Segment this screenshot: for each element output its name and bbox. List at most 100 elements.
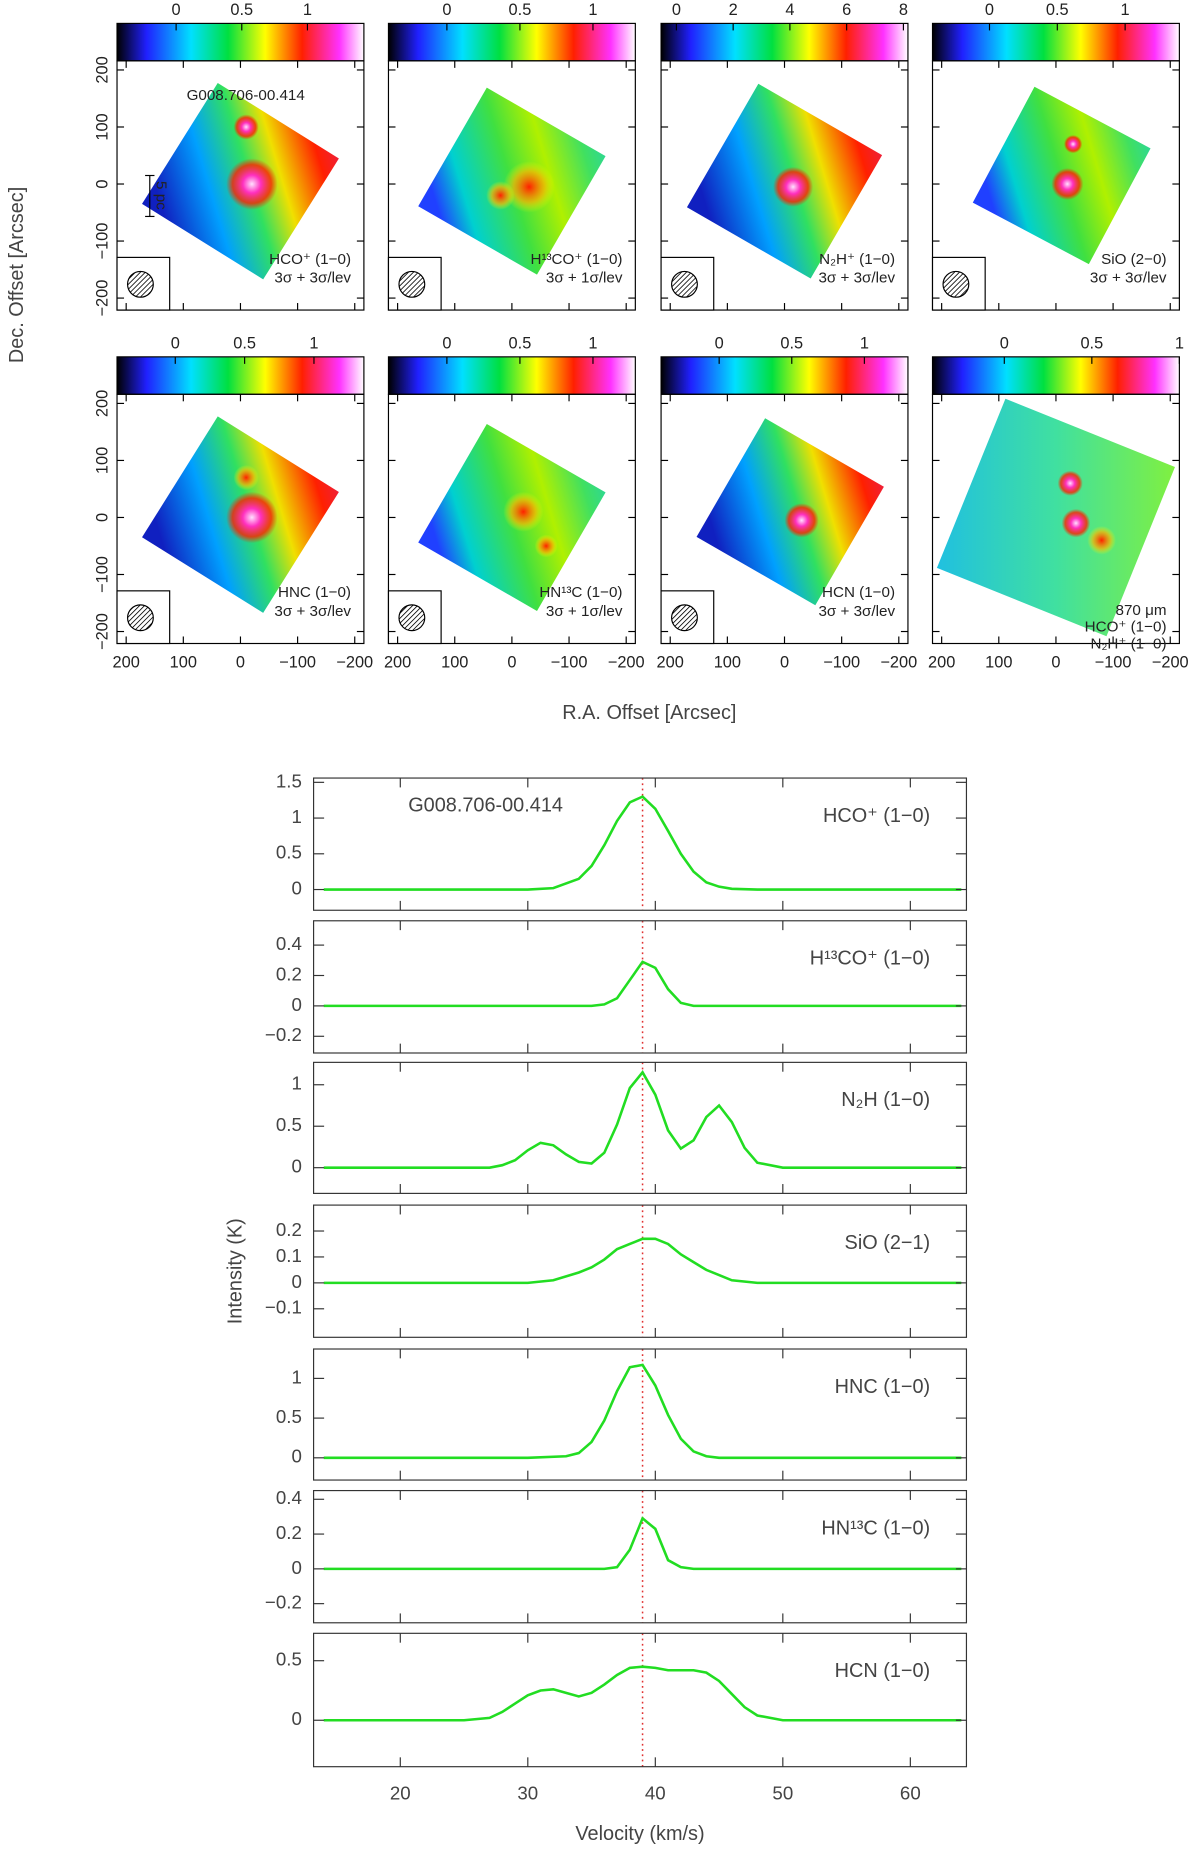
y-tick-label: 0 <box>291 1557 301 1578</box>
x-axis-label: Velocity (km/s) <box>575 1823 704 1845</box>
x-tick-label: 100 <box>714 654 741 672</box>
map-peak <box>233 464 259 491</box>
y-tick-label: 0.5 <box>276 842 302 863</box>
map-peak <box>233 114 259 140</box>
beam <box>671 604 698 632</box>
plot-area <box>323 1633 962 1767</box>
y-tick-label: 0.5 <box>276 1406 302 1427</box>
x-tick-label: −100 <box>279 654 316 672</box>
spectrum-panel: 0 0.5 20 30 40 50 60 HCN (1−0) Velocity (km/s) <box>276 1632 968 1845</box>
colorbar <box>660 356 909 395</box>
y-tick-label: −0.2 <box>265 1024 302 1045</box>
colorbar-tick-label: 1 <box>588 1 597 19</box>
map-label: 870 μm <box>1116 602 1167 619</box>
colorbar-tick-label: 8 <box>899 1 908 19</box>
map-peak <box>773 166 814 207</box>
x-tick-label: 50 <box>772 1783 793 1804</box>
fit-line <box>323 795 962 891</box>
x-tick-label: 40 <box>645 1783 666 1804</box>
map-label: 3σ + 3σ/lev <box>1090 269 1167 286</box>
map-label: H¹³CO⁺ (1−0) <box>530 251 622 268</box>
map-label: 3σ + 3σ/lev <box>274 603 351 620</box>
panel-frame <box>312 920 968 1054</box>
plot-area <box>323 920 962 1053</box>
map-image <box>142 82 339 280</box>
map-panel: 0 0.5 1 200 100 0 −100 −200 HN¹³C (1−0) 3σ + 1σ/l… <box>384 334 645 671</box>
colorbar-tick-label: 0.5 <box>233 334 256 352</box>
y-tick-label: 0 <box>291 1446 301 1467</box>
x-tick-label: −200 <box>1152 654 1189 672</box>
line-label: N₂H (1−0) <box>841 1089 930 1111</box>
colorbar-tick-label: 1 <box>860 334 869 352</box>
map-peak <box>1057 470 1083 496</box>
map-label: HN¹³C (1−0) <box>539 584 622 601</box>
y-tick-label: 0.5 <box>276 1114 302 1135</box>
scale-bar-label: 5 pc <box>152 181 169 210</box>
panel-frame <box>312 1204 968 1338</box>
map-label: HCO⁺ (1−0) <box>1085 619 1167 636</box>
map-label: HNC (1−0) <box>278 584 351 601</box>
x-tick-label: −200 <box>608 654 645 672</box>
line-label: H¹³CO⁺ (1−0) <box>810 948 930 970</box>
colorbar-tick-label: 0 <box>442 334 451 352</box>
beam <box>398 270 426 298</box>
x-tick-label: 0 <box>507 654 516 672</box>
colorbar-tick-label: 1 <box>1121 1 1130 19</box>
panel-frame <box>312 1061 968 1194</box>
x-tick-label: 100 <box>441 654 468 672</box>
colorbar-tick-label: 0.5 <box>780 334 803 352</box>
fit-line <box>323 1363 962 1460</box>
colorbar-tick-label: 1 <box>303 1 312 19</box>
spectrum-panel: −0.2 0 0.2 0.4 H¹³CO⁺ (1−0) <box>265 920 968 1054</box>
map-peak <box>1061 508 1091 538</box>
y-tick-label: 0 <box>291 994 301 1015</box>
y-tick-label: 0.1 <box>276 1245 302 1266</box>
map-blobs <box>773 166 814 207</box>
colorbar-tick-label: 0.5 <box>1046 1 1069 19</box>
colorbar-tick-label: 0.5 <box>509 334 532 352</box>
colorbar <box>660 22 909 62</box>
y-tick-label: 0.4 <box>276 1487 302 1508</box>
plot-area <box>323 1062 962 1194</box>
colorbar-tick-label: 1 <box>1175 334 1184 352</box>
map-field <box>936 398 1175 637</box>
y-tick-label: −0.2 <box>265 1592 302 1613</box>
y-tick-label: −100 <box>93 556 111 593</box>
map-label: 3σ + 3σ/lev <box>274 269 351 286</box>
x-tick-label: 0 <box>1051 654 1060 672</box>
x-tick-label: −100 <box>1095 654 1132 672</box>
y-tick-label: 0 <box>291 1156 301 1177</box>
beam <box>398 604 426 632</box>
plot-area <box>323 1349 962 1481</box>
colorbar-tick-label: 1 <box>588 334 597 352</box>
colorbar-tick-label: 0.5 <box>509 1 532 19</box>
map-blobs <box>1051 134 1084 201</box>
map-label: 3σ + 3σ/lev <box>818 603 895 620</box>
x-tick-label: −200 <box>880 654 917 672</box>
x-tick-label: 200 <box>113 654 140 672</box>
line-label: HCN (1−0) <box>835 1660 931 1682</box>
map-panel: 0 0.5 1 200 100 0 −100 −200 HCN (1−0) 3σ + 3σ/lev <box>657 334 918 671</box>
colorbar <box>931 356 1180 395</box>
fit-line <box>323 960 962 1008</box>
x-tick-label: 200 <box>657 654 684 672</box>
spectrum-panel: 0 0.5 1 N₂H (1−0) <box>276 1061 968 1194</box>
map-label: 3σ + 1σ/lev <box>546 269 623 286</box>
map-peak <box>486 181 515 210</box>
map-peak <box>503 491 544 532</box>
map-peak <box>503 161 555 213</box>
beam <box>126 270 154 298</box>
map-peak <box>1087 525 1116 555</box>
y-tick-label: 200 <box>93 56 111 83</box>
colorbar-tick-label: 2 <box>729 1 738 19</box>
y-tick-label: −200 <box>93 280 111 317</box>
colorbar-tick-label: 1 <box>309 334 318 352</box>
x-tick-label: 60 <box>900 1783 921 1804</box>
map-image <box>142 416 339 613</box>
y-tick-label: 0 <box>291 1271 301 1292</box>
y-tick-label: 0.2 <box>276 963 302 984</box>
y-tick-label: 0 <box>291 877 301 898</box>
